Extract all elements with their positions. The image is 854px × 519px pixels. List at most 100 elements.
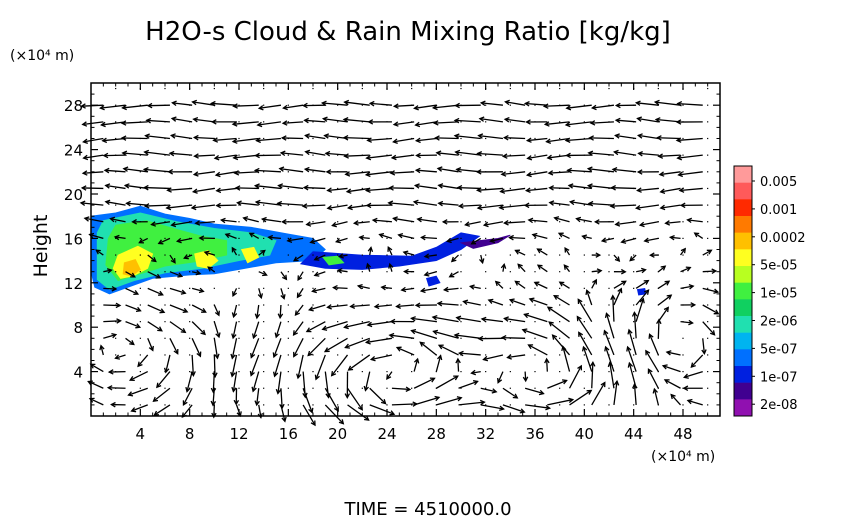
grid-dot: [633, 137, 635, 140]
grid-dot: [633, 321, 635, 323]
wind-vector: [326, 304, 348, 310]
x-tick-label: 40: [575, 425, 594, 443]
vector-shaft: [647, 368, 659, 389]
grid-dot: [633, 287, 635, 289]
vector-shaft: [322, 321, 348, 330]
wind-vector: [344, 371, 351, 399]
grid-dot: [583, 104, 585, 106]
wind-vector: [231, 371, 238, 393]
grid-dot: [287, 237, 289, 239]
grid-dot: [411, 221, 413, 223]
vector-shaft: [576, 218, 592, 223]
vector-head: [688, 319, 694, 326]
vector-shaft: [640, 221, 659, 226]
vector-head: [525, 171, 532, 178]
vector-head: [203, 250, 210, 256]
vector-shaft: [391, 387, 410, 391]
vector-head: [658, 171, 665, 177]
vector-shaft: [638, 152, 659, 156]
grid-dot: [287, 387, 289, 389]
wind-vector: [102, 152, 126, 159]
vector-shaft: [181, 404, 193, 418]
vector-shaft: [310, 237, 326, 244]
vector-head: [711, 268, 718, 274]
vector-head: [600, 381, 606, 388]
vector-shaft: [332, 221, 348, 227]
wind-vector: [586, 166, 615, 173]
wind-vector: [150, 221, 171, 227]
grid-dot: [263, 271, 265, 273]
vector-shaft: [258, 288, 262, 299]
wind-vector: [593, 219, 614, 225]
grid-dot: [682, 354, 684, 356]
grid-dot: [386, 204, 388, 206]
grid-dot: [485, 304, 487, 306]
vector-shaft: [302, 204, 326, 207]
grid-dot: [534, 121, 536, 123]
vector-shaft: [554, 217, 570, 223]
grid-dot: [707, 271, 709, 273]
wind-vector: [347, 354, 371, 371]
vector-head: [456, 396, 463, 402]
vector-head: [368, 100, 375, 107]
grid-dot: [386, 187, 388, 190]
vector-shaft: [169, 271, 183, 278]
vector-head: [364, 171, 371, 178]
wind-vector: [690, 354, 704, 368]
wind-vector: [120, 135, 148, 141]
vector-head: [645, 349, 651, 356]
grid-dot: [312, 104, 314, 106]
grid-dot: [583, 254, 585, 256]
wind-vector: [302, 404, 316, 427]
vector-shaft: [191, 338, 202, 357]
vector-head: [251, 333, 258, 340]
grid-dot: [361, 221, 363, 223]
wind-vector: [231, 321, 238, 340]
x-tick-label: 32: [476, 425, 495, 443]
wind-vector: [321, 321, 348, 331]
vector-head: [575, 216, 582, 223]
grid-dot: [189, 171, 191, 173]
vector-shaft: [565, 137, 592, 142]
grid-dot: [583, 337, 585, 339]
wind-vector: [680, 247, 686, 256]
vector-head: [578, 331, 584, 337]
colorbar-swatch: [734, 349, 752, 367]
vector-shaft: [214, 154, 237, 159]
grid-dot: [583, 171, 585, 173]
wind-vector: [364, 337, 393, 345]
grid-dot: [337, 271, 339, 273]
wind-vector: [251, 371, 260, 393]
wind-vector: [103, 268, 113, 274]
vector-head: [621, 280, 627, 286]
vector-shaft: [565, 121, 592, 126]
vector-shaft: [602, 237, 615, 242]
grid-dot: [509, 171, 511, 173]
vector-shaft: [424, 271, 437, 276]
wind-vector: [207, 266, 215, 273]
vector-head: [568, 199, 575, 206]
vector-head: [342, 117, 349, 123]
vector-shaft: [479, 118, 504, 123]
wind-vector: [645, 349, 659, 372]
vector-head: [392, 103, 399, 109]
vector-shaft: [282, 137, 304, 140]
grid-dot: [509, 154, 511, 156]
grid-dot: [238, 237, 240, 239]
grid-dot: [189, 371, 191, 373]
grid-dot: [460, 87, 462, 90]
vector-head: [254, 199, 261, 206]
vector-head: [502, 135, 509, 141]
vector-shaft: [82, 187, 104, 190]
vector-shaft: [280, 388, 283, 409]
vector-head: [477, 335, 484, 342]
vector-head: [643, 279, 650, 285]
vector-shaft: [331, 354, 349, 376]
wind-vector: [652, 387, 659, 406]
vector-head: [482, 355, 489, 362]
grid-dot: [534, 371, 536, 373]
vector-head: [231, 333, 237, 340]
vector-head: [214, 353, 220, 360]
wind-vector: [258, 271, 268, 277]
wind-vector: [665, 350, 681, 356]
